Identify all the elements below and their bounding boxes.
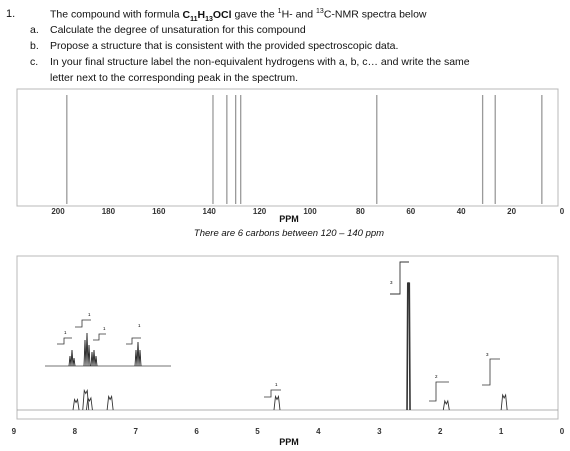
- h1-peak-0: [72, 398, 80, 411]
- item-a-text: Calculate the degree of unsaturation for…: [50, 24, 306, 36]
- stem-mid: gave the: [231, 8, 278, 21]
- inset-peak-3: [90, 349, 98, 367]
- formula-h-count: 13: [205, 15, 213, 23]
- aromatic-inset: 1 1 1 1: [45, 312, 171, 367]
- molecular-formula: C11H13OCl: [182, 8, 232, 23]
- c13-tick-4: 120: [253, 207, 267, 216]
- c13-tick-5: 100: [303, 207, 317, 216]
- question-number: 1.: [6, 8, 16, 20]
- c13-tick-9: 20: [507, 207, 516, 216]
- formula-ocl: OCl: [212, 8, 232, 21]
- item-b-letter: b.: [30, 40, 39, 52]
- inset-int-label-4: 1: [138, 323, 141, 328]
- h1-tick-5: 4: [316, 427, 321, 436]
- inset-int-label-1: 1: [64, 330, 67, 335]
- item-c-text-line2: letter next to the corresponding peak in…: [50, 72, 299, 84]
- h1-frame: [16, 255, 559, 420]
- formula-c: C: [182, 8, 191, 21]
- int-label-4-7ppm: 1: [275, 382, 278, 387]
- c13-annotation: There are 6 carbons between 120 – 140 pp…: [194, 228, 384, 239]
- h1-peak-2: [85, 396, 93, 411]
- int-label-2-5ppm: 3: [390, 280, 393, 285]
- inset-integral-2: [75, 319, 91, 328]
- h1-peak-4: [273, 394, 281, 411]
- integral-1-9ppm: [429, 381, 449, 402]
- stem-h: H- and: [281, 8, 317, 21]
- inset-integral-4: [126, 337, 141, 345]
- inset-peak-2: [83, 332, 91, 367]
- h1-tick-6: 3: [377, 427, 382, 436]
- integral-0-95ppm: [482, 358, 500, 386]
- inset-peak-1: [68, 349, 76, 367]
- integral-4-7ppm: [264, 389, 281, 398]
- h1-peaks: [72, 282, 508, 411]
- inset-int-label-2: 1: [88, 312, 91, 317]
- inset-peak-4: [134, 341, 142, 367]
- item-a-letter: a.: [30, 24, 39, 36]
- c13-tick-7: 60: [406, 207, 415, 216]
- c13-tick-2: 160: [152, 207, 166, 216]
- int-label-0-95ppm: 3: [486, 352, 489, 357]
- c13-tick-0: 200: [51, 207, 65, 216]
- h1-tick-7: 2: [438, 427, 443, 436]
- sup-1: 1: [277, 8, 282, 15]
- c13-frame: [16, 88, 559, 207]
- c13-tick-8: 40: [457, 207, 466, 216]
- c13-tick-10: 0: [560, 207, 565, 216]
- inset-integral-3: [93, 333, 106, 341]
- int-label-1-9ppm: 2: [435, 374, 438, 379]
- c13-tick-labels: 200 180 160 140 120 100 80 60 40 20 0: [51, 207, 564, 216]
- inset-integral-1: [57, 337, 72, 345]
- integral-2-5ppm: [390, 261, 409, 295]
- c13-tick-6: 80: [356, 207, 365, 216]
- item-c-text-line1: In your final structure label the non-eq…: [50, 56, 470, 68]
- c13-peaks: [66, 95, 543, 204]
- h1-tick-1: 8: [73, 427, 78, 436]
- stem-suffix: C-NMR spectra below: [323, 8, 427, 21]
- formula-c-count: 11: [190, 15, 198, 23]
- h1-tick-labels: 9 8 7 6 5 4 3 2 1 0: [12, 427, 565, 436]
- h1-xlabel: PPM: [279, 437, 299, 447]
- h1-tick-3: 6: [194, 427, 199, 436]
- c13-tick-3: 140: [203, 207, 217, 216]
- stem-prefix: The compound with formula: [50, 8, 183, 21]
- h1-peak-5: [406, 282, 411, 411]
- h1-peak-7: [500, 393, 508, 411]
- c13-spectrum: 200 180 160 140 120 100 80 60 40 20 0 PPM There ar…: [16, 88, 565, 239]
- sup-13: 13: [316, 8, 324, 15]
- h1-tick-8: 1: [499, 427, 504, 436]
- h1-tick-0: 9: [12, 427, 17, 436]
- question-stem: The compound with formula C11H13OCl gave…: [50, 8, 427, 23]
- h1-peak-6: [442, 399, 450, 411]
- h1-spectrum: 9 8 7 6 5 4 3 2 1 0 PPM 1 1 1 1 1 3 2 3: [12, 255, 565, 447]
- formula-h: H: [197, 8, 206, 21]
- h1-peak-3: [106, 394, 114, 411]
- c13-tick-1: 180: [102, 207, 116, 216]
- h1-tick-9: 0: [560, 427, 565, 436]
- h1-tick-4: 5: [255, 427, 260, 436]
- h1-tick-2: 7: [133, 427, 138, 436]
- item-b-text: Propose a structure that is consistent w…: [50, 40, 399, 52]
- c13-xlabel: PPM: [279, 214, 299, 224]
- inset-int-label-3: 1: [103, 326, 106, 331]
- item-c-letter: c.: [30, 56, 39, 68]
